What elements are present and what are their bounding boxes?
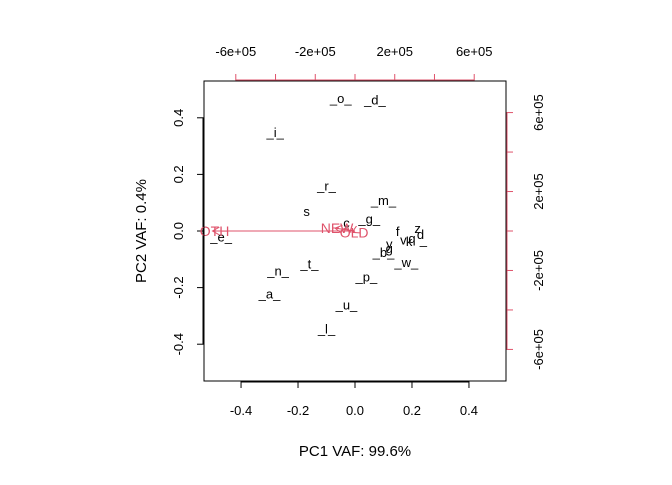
- observation-label: _m_: [370, 193, 397, 208]
- observation-label: _w_: [393, 255, 419, 270]
- variable-label: OTH: [200, 223, 230, 239]
- x-tick-label: -0.4: [230, 403, 252, 418]
- observation-label: _l_: [317, 322, 336, 337]
- observation-label: _: [419, 232, 428, 247]
- top-tick-label: -6e+05: [215, 44, 256, 59]
- top-tick-label: -2e+05: [295, 44, 336, 59]
- observation-label: g: [386, 241, 393, 256]
- y-tick-label: 0.2: [171, 165, 186, 183]
- observation-label: v: [400, 232, 407, 247]
- right-tick-label: 6e+05: [531, 94, 546, 131]
- observation-label: y: [386, 237, 393, 252]
- y-tick-label: -0.4: [171, 333, 186, 355]
- variable-label: NEW: [321, 220, 354, 236]
- observation-label: z: [414, 221, 421, 236]
- x-tick-label: 0.4: [460, 403, 478, 418]
- observation-label: _u_: [335, 298, 358, 313]
- observation-label: _t_: [299, 257, 319, 272]
- x-tick-label: -0.2: [287, 403, 309, 418]
- x-axis-title: PC1 VAF: 99.6%: [299, 443, 411, 460]
- observation-label: _o_: [329, 91, 352, 106]
- variable-arrow: [352, 231, 355, 232]
- y-tick-label: -0.2: [171, 276, 186, 298]
- axes: -0.4 -0.2 0.0 0.2 0.4 -0.4 -0.2 0.0 0.2 0.4 -6e+05…: [171, 44, 546, 418]
- observation-label: q: [408, 231, 415, 246]
- y-tick-label: 0.0: [171, 222, 186, 240]
- observation-label: k: [406, 234, 413, 249]
- observation-label: _i_: [266, 125, 285, 140]
- x-tick-label: 0.2: [403, 403, 421, 418]
- observation-label: _d_: [363, 92, 386, 107]
- plot-frame: [203, 80, 507, 382]
- right-tick-label: -2e+05: [531, 250, 546, 291]
- observation-label: _a_: [258, 286, 281, 301]
- observation-label: _g_: [357, 211, 380, 226]
- top-tick-label: 2e+05: [376, 44, 413, 59]
- observation-label: _b_: [372, 245, 395, 260]
- observation-label: _p_: [355, 269, 378, 284]
- observation-label: c: [343, 216, 350, 231]
- right-tick-label: -6e+05: [531, 329, 546, 370]
- y-tick-label: 0.4: [171, 109, 186, 127]
- variable-label: OLD: [340, 224, 369, 240]
- observation-label: _r_: [316, 179, 337, 194]
- observation-label: s: [303, 204, 310, 219]
- x-tick-label: 0.0: [346, 403, 364, 418]
- observation-label: _n_: [266, 264, 289, 279]
- observation-label: d: [417, 227, 424, 242]
- y-axis-title: PC2 VAF: 0.4%: [133, 179, 150, 283]
- right-tick-label: 2e+05: [531, 173, 546, 210]
- top-tick-label: 6e+05: [456, 44, 493, 59]
- observation-label: f: [396, 224, 400, 239]
